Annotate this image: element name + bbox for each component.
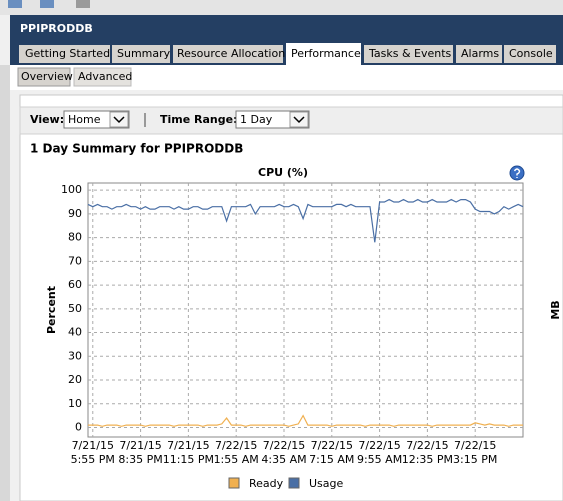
dropdown-button[interactable] (289, 111, 309, 128)
dropdown-arrow (113, 116, 125, 124)
series-line (88, 414, 523, 427)
tab-label: Performance (291, 47, 361, 60)
x-tick-label: 7/22/15 7:15 AM (309, 439, 355, 466)
y-tick-label: 100 (61, 183, 82, 196)
tab[interactable] (112, 45, 170, 63)
tab-active[interactable] (286, 43, 361, 65)
x-tick-label: 7/22/15 1:55 AM (213, 439, 259, 466)
tab-label: Tasks & Events (368, 47, 452, 60)
y-tick-label: 20 (68, 373, 82, 386)
dropdown-arrow (293, 116, 305, 124)
view-value: Home (68, 113, 101, 126)
x-tick-label-box: 7/21/15 11:15 PM (162, 439, 215, 466)
tab[interactable] (456, 45, 502, 63)
x-tick-label-box: 7/22/15 3:15 PM (453, 439, 498, 466)
x-tick-label: 7/22/15 3:15 PM (453, 439, 498, 466)
y-tick-label: 40 (68, 326, 82, 339)
x-tick-label-box: 7/22/15 1:55 AM (213, 439, 259, 466)
view-label: View: (30, 113, 64, 126)
tab[interactable] (364, 45, 453, 63)
tab-label: Getting Started (25, 47, 110, 60)
toolbar-icon[interactable] (40, 0, 54, 8)
x-tick-label-box: 7/22/15 4:35 AM (261, 439, 307, 466)
subtab-label: Advanced (78, 70, 132, 83)
help-glyph (513, 168, 521, 178)
legend-swatch (288, 477, 300, 489)
subtab[interactable] (17, 67, 71, 87)
x-tick-label: 7/21/15 8:35 PM (118, 439, 163, 466)
tabs: Getting Started Summary Resource Allocat… (19, 43, 556, 65)
x-tick-label-box: 7/21/15 5:55 PM (70, 439, 115, 466)
legend-label: Ready (249, 477, 284, 490)
time-range-value: 1 Day (240, 113, 273, 126)
left-strip (0, 65, 10, 501)
tab-label: Alarms (461, 47, 499, 60)
x-tick-label: 7/22/15 12:35 PM (401, 439, 454, 466)
header-title: PPIPRODDB (20, 22, 93, 35)
x-tick-label: 7/21/15 5:55 PM (70, 439, 115, 466)
tab-label: Resource Allocation (177, 47, 285, 60)
time-range-label: Time Range: (160, 113, 237, 126)
series-line (87, 198, 524, 243)
y-tick-label: 80 (68, 231, 82, 244)
legend-swatch (228, 477, 240, 489)
y-tick-label: 50 (68, 302, 82, 315)
y-tick-label: 30 (68, 349, 82, 362)
y-axis-label: Percent (45, 286, 58, 334)
tab[interactable] (173, 45, 283, 63)
legend-label: Usage (309, 477, 344, 490)
y-tick-label: 60 (68, 278, 82, 291)
y2-axis-label: MB (549, 300, 562, 319)
tab[interactable] (504, 45, 556, 63)
x-tick-label: 7/22/15 9:55 AM (356, 439, 403, 466)
tab-label: Summary (117, 47, 171, 60)
dropdown-button[interactable] (109, 111, 129, 128)
x-tick-label-box: 7/21/15 8:35 PM (118, 439, 163, 466)
toolbar-icon[interactable] (8, 0, 22, 8)
x-tick-label: 7/21/15 11:15 PM (162, 439, 215, 466)
summary-title: 1 Day Summary for PPIPRODDB (30, 142, 243, 156)
x-tick-label-box: 7/22/15 7:15 AM (309, 439, 355, 466)
y-tick-label: 90 (68, 207, 82, 220)
subtab-label: Overview (21, 70, 73, 83)
y-tick-label: 0 (75, 421, 82, 434)
y-tick-label: 10 (68, 397, 82, 410)
subtab[interactable] (73, 67, 132, 87)
tab[interactable] (19, 45, 110, 63)
help-icon[interactable] (509, 165, 525, 181)
x-tick-label: 7/22/15 4:35 AM (261, 439, 307, 466)
x-tick-label-box: 7/22/15 9:55 AM (356, 439, 403, 466)
tab-label: Console (509, 47, 553, 60)
x-tick-label-box: 7/22/15 12:35 PM (401, 439, 454, 466)
toolbar-icon[interactable] (76, 0, 90, 8)
toolbar (0, 0, 563, 15)
plot-area (87, 182, 524, 438)
chart-title: CPU (%) (258, 166, 308, 179)
y-tick-label: 70 (68, 254, 82, 267)
